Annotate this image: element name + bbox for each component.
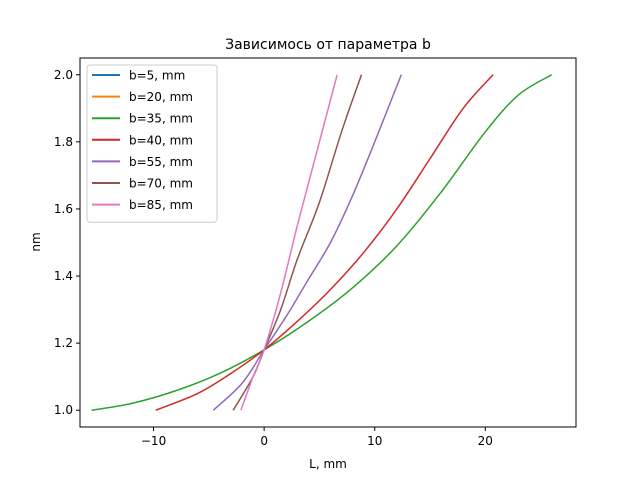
chart-title: Зависимось от параметра b xyxy=(225,37,431,53)
series-line-3 xyxy=(155,74,494,411)
x-tick-label: 20 xyxy=(478,434,493,448)
legend-label-6: b=85, mm xyxy=(129,198,193,212)
series-layer xyxy=(91,74,553,411)
x-tick-label: −10 xyxy=(141,434,166,448)
y-tick-label: 2.0 xyxy=(54,68,73,82)
series-line-4 xyxy=(212,74,402,411)
legend-label-5: b=70, mm xyxy=(129,177,193,191)
legend-label-3: b=40, mm xyxy=(129,133,193,147)
series-line-6 xyxy=(240,74,338,411)
y-tick-label: 1.2 xyxy=(54,336,73,350)
legend-label-4: b=55, mm xyxy=(129,155,193,169)
x-axis-label: L, mm xyxy=(309,457,347,471)
y-tick-label: 1.6 xyxy=(54,202,73,216)
legend-label-0: b=5, mm xyxy=(129,69,185,83)
axis-layer: −10 0 10 20 1.0 1.2 1.4 1.6 1.8 2.0 xyxy=(54,68,493,448)
legend: b=5, mm b=20, mm b=35, mm b=40, mm b=55, mm b… xyxy=(86,64,218,223)
series-line-2 xyxy=(91,74,553,411)
y-axis-label: nm xyxy=(29,232,43,251)
legend-label-1: b=20, mm xyxy=(129,90,193,104)
plot-frame xyxy=(79,57,577,428)
y-tick-label: 1.0 xyxy=(54,403,73,417)
y-tick-label: 1.4 xyxy=(54,269,73,283)
legend-label-2: b=35, mm xyxy=(129,112,193,126)
x-tick-label: 10 xyxy=(367,434,382,448)
x-tick-label: 0 xyxy=(260,434,268,448)
y-tick-label: 1.8 xyxy=(54,135,73,149)
